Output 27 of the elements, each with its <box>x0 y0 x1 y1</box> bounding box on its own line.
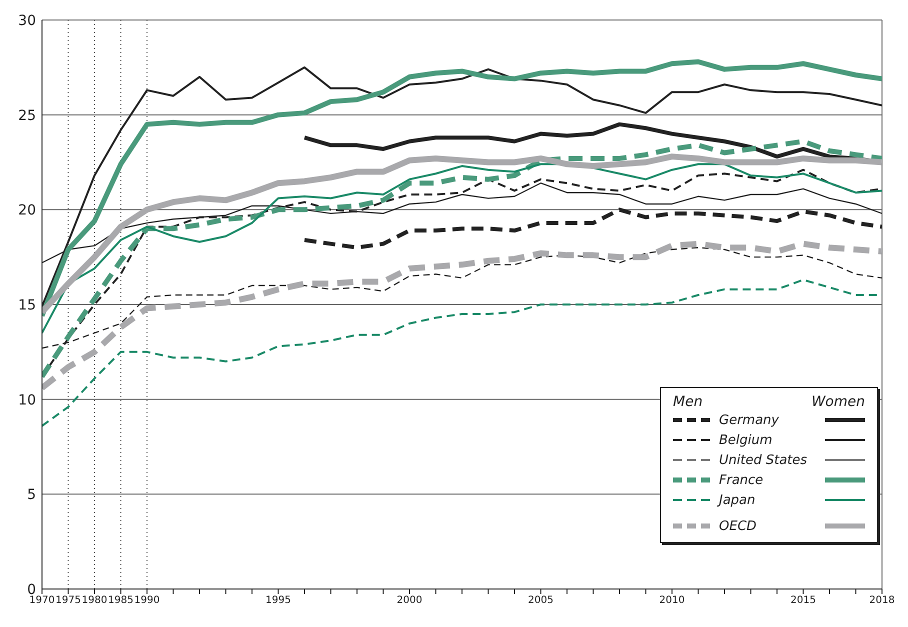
x-tick-label: 2005 <box>528 595 554 606</box>
x-tick-label: 1995 <box>266 595 291 606</box>
x-tick-label: 2015 <box>790 595 816 606</box>
x-tick-label: 2010 <box>659 595 685 606</box>
y-tick-label: 15 <box>18 297 36 314</box>
legend-label: France <box>719 472 764 488</box>
x-tick-label: 1975 <box>56 595 81 606</box>
y-tick-label: 20 <box>18 202 36 219</box>
line-series <box>42 163 882 334</box>
legend-label: OECD <box>719 518 758 534</box>
annotation: Women <box>811 394 865 410</box>
annotation: Men <box>673 394 703 410</box>
y-tick-label: 10 <box>18 392 36 408</box>
x-tick-label: 1990 <box>134 595 160 606</box>
x-tick-label: 1980 <box>82 595 108 606</box>
y-tick-label: 30 <box>18 12 36 29</box>
x-tick-label: 2000 <box>396 595 422 606</box>
line-series <box>302 208 882 250</box>
legend-label: United States <box>719 452 808 468</box>
y-tick-label: 25 <box>18 108 36 124</box>
legend-label: Germany <box>719 412 780 428</box>
x-tick-label: 1970 <box>29 595 55 606</box>
y-tick-label: 5 <box>27 487 36 504</box>
x-tick-label: 1985 <box>108 595 134 606</box>
legend-label: Belgium <box>719 432 774 448</box>
x-tick-label: 2018 <box>869 595 895 606</box>
legend-label: Japan <box>719 492 756 508</box>
